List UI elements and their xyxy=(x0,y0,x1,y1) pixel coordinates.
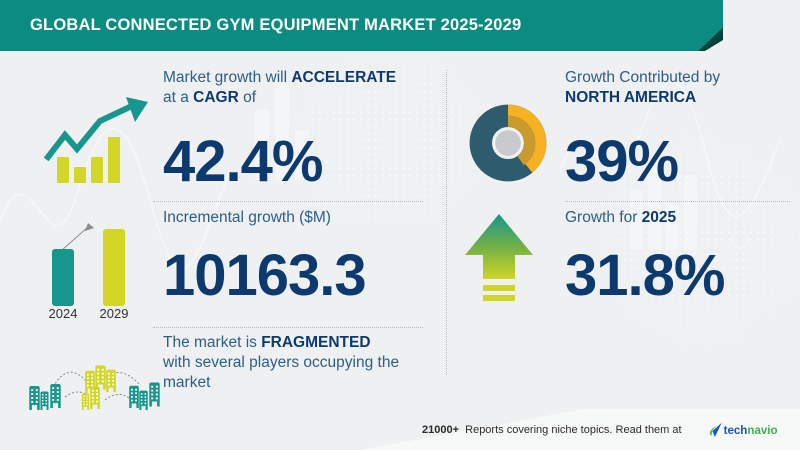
svg-text:technavio: technavio xyxy=(724,425,778,437)
svg-text:2029: 2029 xyxy=(100,306,129,320)
svg-text:2024: 2024 xyxy=(49,306,78,320)
